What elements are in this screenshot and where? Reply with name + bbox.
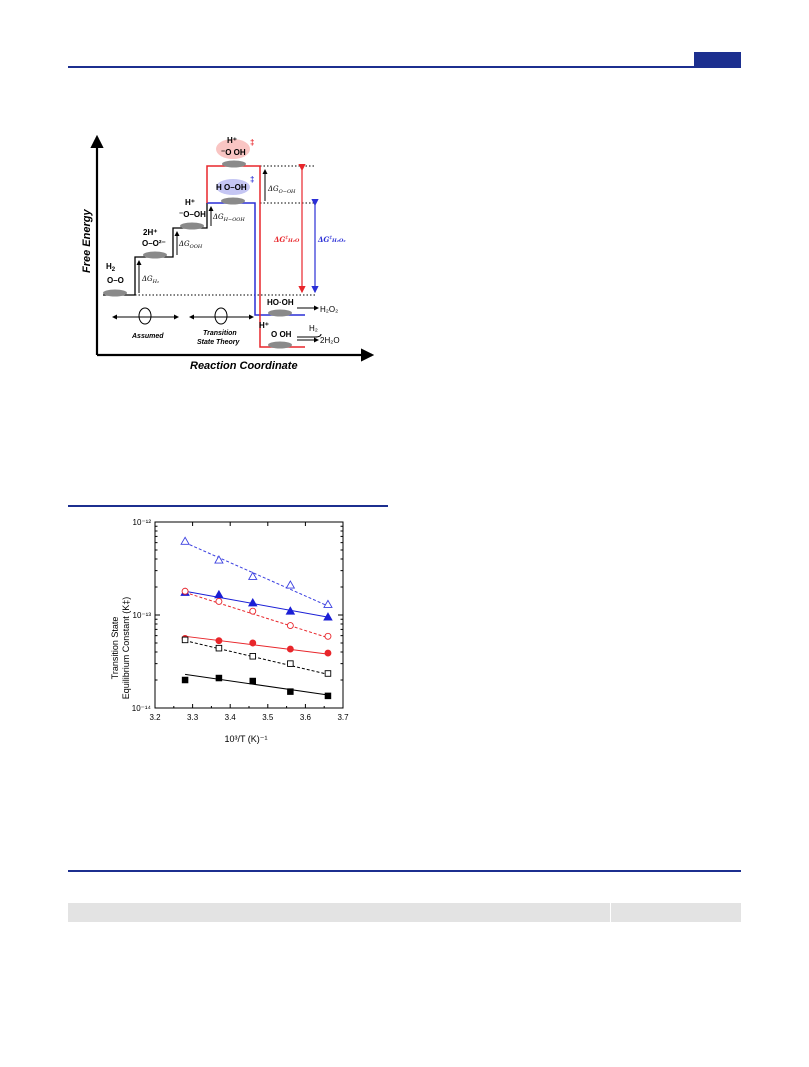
label-dg-ooh: ΔGOOH (178, 240, 203, 250)
energy-staircase (103, 203, 208, 296)
fit-line (184, 542, 329, 607)
data-point-triangle (323, 612, 333, 621)
equilibrium-constant-chart: Transition State Equilibrium Constant (K… (110, 518, 349, 744)
x-tick-label: 3.6 (300, 713, 312, 722)
data-point-circle (249, 639, 257, 647)
assumed-oval (138, 307, 152, 325)
data-point-square (249, 677, 257, 685)
data-point-triangle (247, 597, 258, 607)
table-header-divider (610, 903, 611, 922)
data-point-circle (215, 637, 223, 645)
legend-assumed: Assumed (131, 333, 164, 340)
data-point-circle (181, 587, 189, 595)
label-dg-h2o2: ΔG‡H₂O₂ (317, 235, 346, 244)
data-point-square (181, 676, 189, 684)
state-o-o-2minus: O–O²⁻ (142, 239, 166, 248)
state-2h-plus: 2H⁺ (143, 228, 157, 237)
data-point-circle (249, 607, 257, 615)
tst-oval (214, 307, 228, 325)
state-ts-red: ⁻O OH (221, 148, 246, 157)
y-axis-label: Free Energy (81, 209, 93, 273)
product-h2o2: H₂O₂ (320, 305, 338, 314)
data-point-circle (324, 649, 332, 657)
section-rule (68, 505, 388, 507)
footer-rule (68, 870, 741, 872)
y-label-line2: Equilibrium Constant (K‡) (121, 597, 131, 700)
label-dg-h2: ΔGH₂ (141, 275, 159, 285)
y-tick-label: 10⁻¹² (133, 518, 152, 527)
blue-glow (216, 179, 250, 195)
y-tick-label: 10⁻¹³ (133, 611, 152, 620)
data-point-square (324, 692, 332, 700)
header-badge (694, 52, 741, 66)
data-point-square (287, 660, 294, 667)
state-h-plus-1: H⁺ (185, 198, 195, 207)
state-o-oh-final: O OH (271, 330, 292, 339)
data-point-circle (286, 645, 294, 653)
x-axis-label: Reaction Coordinate (190, 360, 298, 372)
state-o-oh-1: ⁻O–OH (179, 210, 206, 219)
x-tick-label: 3.5 (262, 713, 274, 722)
y-tick-label: 10⁻¹⁴ (132, 704, 152, 713)
state-h2: H2 (106, 262, 116, 273)
data-point-triangle (214, 555, 224, 564)
x-tick-label: 3.4 (225, 713, 237, 722)
ts-mark-red: ‡ (250, 138, 254, 147)
data-point-triangle (323, 599, 333, 608)
fit-line (184, 640, 329, 675)
data-point-square (249, 653, 257, 660)
data-point-triangle (247, 571, 258, 580)
y-label-line1: Transition State (110, 617, 120, 680)
x-tick-label: 3.7 (337, 713, 349, 722)
state-h-plus-final: H⁺ (259, 321, 269, 330)
label-dg-h2o: ΔG‡H₂O (273, 235, 300, 244)
free-energy-diagram: Free Energy Reaction Coordinate H2 O–O 2… (81, 134, 375, 372)
legend-tst-line1: Transition (203, 330, 237, 337)
table-header-band (68, 903, 741, 922)
data-point-triangle (285, 606, 296, 615)
fit-line (184, 591, 329, 639)
data-point-square (215, 674, 223, 682)
ts-mark-blue: ‡ (250, 175, 254, 184)
data-point-triangle (214, 589, 224, 599)
x-tick-label: 3.3 (187, 713, 199, 722)
data-point-circle (215, 597, 223, 605)
fit-line (185, 635, 329, 655)
data-point-circle (286, 622, 294, 630)
label-dg-o-oh: ΔGO−OH (267, 185, 296, 195)
data-point-square (215, 644, 223, 652)
fit-line (185, 673, 329, 696)
data-point-square (181, 636, 189, 644)
reagent-h2: H₂ (309, 324, 318, 333)
catalyst-surfaces (103, 160, 292, 349)
x-tick-label: 3.2 (149, 713, 161, 722)
x-label: 10³/T (K)⁻¹ (224, 734, 267, 744)
data-point-square (287, 688, 294, 695)
red-glow (216, 139, 250, 159)
data-point-circle (324, 632, 332, 640)
state-ts-blue: H O–OH (216, 183, 247, 192)
data-point-triangle (180, 536, 190, 545)
product-2h2o: 2H₂O (320, 336, 340, 345)
data-point-square (324, 670, 332, 677)
header-rule (68, 66, 741, 68)
state-o-o: O–O (107, 276, 124, 285)
fit-line (184, 590, 329, 618)
legend-tst-line2: State Theory (197, 339, 241, 346)
state-ts-red-h: H⁺ (227, 136, 237, 145)
label-dg-h-ooh: ΔGH−OOH (212, 213, 245, 223)
state-ho-oh: HO·OH (267, 298, 294, 307)
data-point-triangle (285, 580, 296, 589)
arrow-to-2h2o (297, 333, 322, 338)
